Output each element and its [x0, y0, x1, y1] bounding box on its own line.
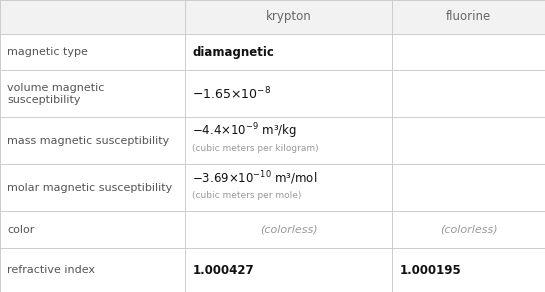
Text: (colorless): (colorless) [260, 225, 318, 235]
Polygon shape [0, 70, 185, 117]
Polygon shape [185, 0, 392, 34]
Polygon shape [392, 70, 545, 117]
Polygon shape [185, 211, 392, 248]
Text: diamagnetic: diamagnetic [192, 46, 274, 58]
Text: magnetic type: magnetic type [7, 47, 88, 57]
Polygon shape [392, 248, 545, 292]
Text: volume magnetic
susceptibility: volume magnetic susceptibility [7, 83, 105, 105]
Polygon shape [0, 164, 185, 211]
Text: $-1.65{\times}10^{-8}$: $-1.65{\times}10^{-8}$ [192, 86, 271, 102]
Text: (cubic meters per mole): (cubic meters per mole) [192, 191, 302, 200]
Polygon shape [0, 248, 185, 292]
Polygon shape [392, 0, 545, 34]
Text: molar magnetic susceptibility: molar magnetic susceptibility [7, 183, 172, 193]
Text: color: color [7, 225, 34, 235]
Text: (colorless): (colorless) [440, 225, 498, 235]
Polygon shape [0, 211, 185, 248]
Polygon shape [392, 211, 545, 248]
Polygon shape [185, 117, 392, 164]
Polygon shape [392, 34, 545, 70]
Text: (cubic meters per kilogram): (cubic meters per kilogram) [192, 144, 319, 153]
Polygon shape [0, 117, 185, 164]
Text: mass magnetic susceptibility: mass magnetic susceptibility [7, 136, 169, 146]
Polygon shape [185, 34, 392, 70]
Text: refractive index: refractive index [7, 265, 95, 275]
Polygon shape [0, 34, 185, 70]
Text: $-4.4{\times}10^{-9}$ m³/kg: $-4.4{\times}10^{-9}$ m³/kg [192, 121, 298, 141]
Polygon shape [0, 0, 185, 34]
Text: 1.000427: 1.000427 [192, 264, 254, 277]
Polygon shape [185, 164, 392, 211]
Polygon shape [185, 70, 392, 117]
Text: $-3.69{\times}10^{-10}$ m³/mol: $-3.69{\times}10^{-10}$ m³/mol [192, 169, 318, 187]
Polygon shape [392, 117, 545, 164]
Text: krypton: krypton [266, 10, 312, 23]
Polygon shape [392, 164, 545, 211]
Text: 1.000195: 1.000195 [399, 264, 461, 277]
Text: fluorine: fluorine [446, 10, 492, 23]
Polygon shape [185, 248, 392, 292]
